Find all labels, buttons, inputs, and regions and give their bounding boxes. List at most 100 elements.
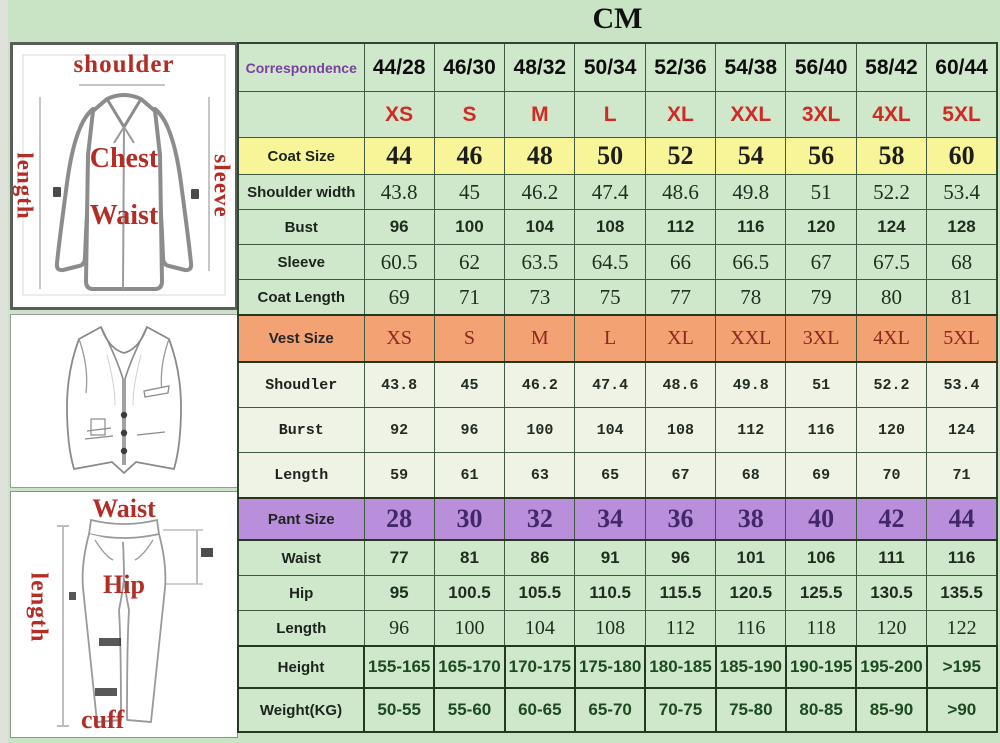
jacket-shoulder-label: shoulder — [73, 51, 175, 78]
table-cell: 110.5 — [574, 575, 646, 611]
coat-length-row: Coat Length 69 71 73 75 77 78 79 80 81 — [237, 279, 998, 316]
table-cell: 112 — [715, 407, 787, 453]
scan-edge — [0, 0, 8, 743]
table-cell: 69 — [785, 452, 857, 499]
row-label: Hip — [237, 575, 365, 611]
table-cell: 115.5 — [644, 575, 717, 611]
table-cell: 111 — [855, 539, 928, 576]
table-cell: 47.4 — [574, 174, 646, 210]
table-cell: 116 — [715, 209, 787, 245]
pant-waist-row: Waist 77 81 86 91 96 101 106 111 116 — [237, 539, 998, 576]
table-cell: 69 — [363, 279, 435, 316]
table-cell: 73 — [504, 279, 576, 316]
jacket-chest-label: Chest — [89, 143, 159, 174]
table-cell: 96 — [644, 539, 717, 576]
table-cell: 62 — [433, 244, 506, 280]
table-cell: 66 — [644, 244, 717, 280]
row-label: Length — [237, 452, 365, 499]
row-label: Shoudler — [237, 361, 365, 408]
table-cell: 165-170 — [433, 645, 506, 689]
row-label: Waist — [237, 539, 365, 576]
table-cell: 170-175 — [503, 645, 576, 689]
table-cell: 108 — [574, 209, 646, 245]
table-cell: 34 — [574, 497, 646, 541]
table-cell: L — [574, 91, 646, 138]
row-label: Bust — [237, 209, 365, 245]
coat-bust-row: Bust 96 100 104 108 112 116 120 124 128 — [237, 209, 998, 245]
table-cell: 43.8 — [363, 361, 435, 408]
cjk-mark — [53, 187, 61, 197]
table-cell: 61 — [433, 452, 506, 499]
table-cell: 48.6 — [644, 174, 717, 210]
table-cell: 45 — [433, 174, 506, 210]
table-cell: 67 — [644, 452, 717, 499]
table-cell: 96 — [363, 209, 435, 245]
table-cell: 71 — [926, 452, 998, 499]
table-cell: >195 — [925, 645, 999, 689]
table-cell: 60 — [926, 137, 998, 175]
table-cell: S — [433, 314, 506, 363]
table-cell: 50/34 — [574, 42, 646, 92]
table-cell: 100 — [433, 209, 506, 245]
row-label: Correspondence — [237, 42, 365, 92]
table-cell: 3XL — [785, 314, 857, 363]
table-cell: 108 — [644, 407, 717, 453]
table-cell: 49.8 — [715, 174, 787, 210]
table-cell: 122 — [926, 610, 998, 647]
table-cell: 40 — [785, 497, 857, 541]
table-cell: 106 — [785, 539, 857, 576]
table-cell: 120 — [855, 610, 928, 647]
table-cell: 100 — [504, 407, 576, 453]
table-cell: 4XL — [855, 91, 928, 138]
pant-hip-row: Hip 95 100.5 105.5 110.5 115.5 120.5 125.5 130.… — [237, 575, 998, 611]
pants-waist-label: Waist — [92, 494, 156, 523]
table-cell: 70 — [855, 452, 928, 499]
pants-drawing — [57, 518, 213, 727]
table-cell: 30 — [433, 497, 506, 541]
table-cell: S — [433, 91, 506, 138]
table-cell: 52.2 — [855, 361, 928, 408]
table-cell: 45 — [433, 361, 506, 408]
table-cell: 50-55 — [362, 687, 436, 733]
table-cell: M — [504, 314, 576, 363]
table-cell: 48.6 — [644, 361, 717, 408]
table-cell: XXL — [715, 314, 787, 363]
table-cell: 125.5 — [785, 575, 857, 611]
table-cell: 63.5 — [504, 244, 576, 280]
pants-diagram: Waist length Hip cuff — [10, 491, 238, 738]
table-cell: 46 — [433, 137, 506, 175]
table-cell: 81 — [433, 539, 506, 576]
table-cell: 86 — [504, 539, 576, 576]
table-cell: 130.5 — [855, 575, 928, 611]
table-cell: 58 — [855, 137, 928, 175]
table-cell: 190-195 — [784, 645, 858, 689]
table-cell: 118 — [785, 610, 857, 647]
jacket-drawing — [22, 54, 226, 296]
table-cell: 52 — [644, 137, 717, 175]
table-cell: 50 — [574, 137, 646, 175]
row-label: Length — [237, 610, 365, 647]
table-cell: 44/28 — [363, 42, 435, 92]
table-cell: 116 — [715, 610, 787, 647]
table-cell: 100.5 — [433, 575, 506, 611]
table-cell: 101 — [715, 539, 787, 576]
table-cell: 59 — [363, 452, 435, 499]
table-cell: 3XL — [785, 91, 857, 138]
table-cell: 55-60 — [433, 687, 506, 733]
jacket-diagram: shoulder length sleeve Chest Waist — [10, 42, 238, 310]
table-cell: XL — [644, 91, 717, 138]
table-cell: 128 — [926, 209, 998, 245]
table-cell: 67 — [785, 244, 857, 280]
empty-cell — [237, 91, 365, 138]
table-cell: 96 — [433, 407, 506, 453]
table-cell: 70-75 — [644, 687, 717, 733]
table-cell: 104 — [574, 407, 646, 453]
table-cell: 124 — [855, 209, 928, 245]
table-cell: 77 — [363, 539, 435, 576]
table-cell: 75-80 — [714, 687, 787, 733]
table-cell: 67.5 — [855, 244, 928, 280]
table-cell: 58/42 — [855, 42, 928, 92]
table-cell: 185-190 — [714, 645, 787, 689]
table-cell: 68 — [926, 244, 998, 280]
